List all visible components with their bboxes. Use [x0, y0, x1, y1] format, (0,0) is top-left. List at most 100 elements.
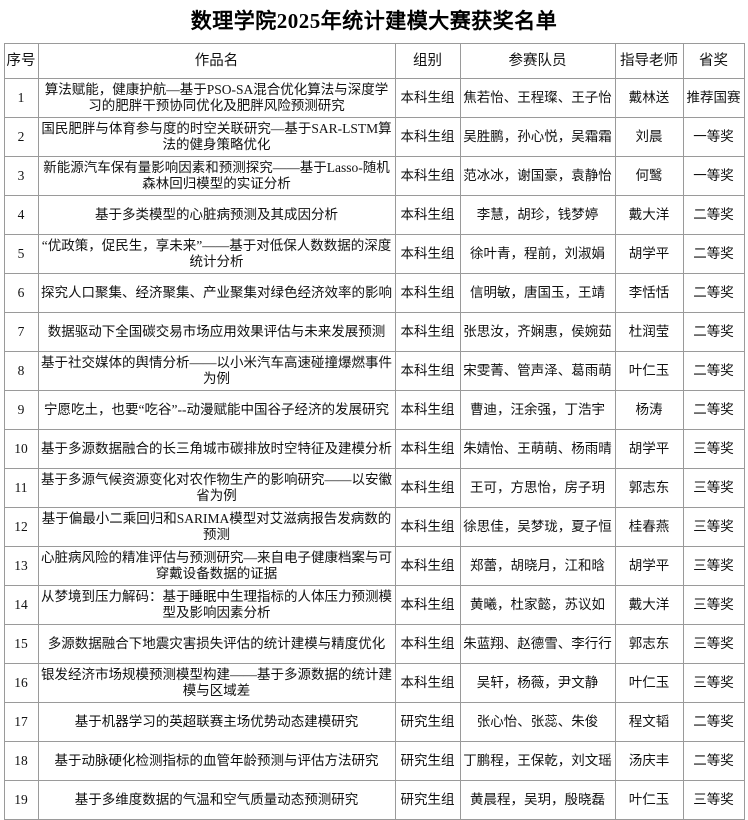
cell-group: 本科生组 [394, 546, 461, 586]
cell-group: 本科生组 [394, 351, 461, 391]
column-header-group: 组别 [394, 43, 461, 79]
cell-title: 宁愿吃土，也要“吃谷”--动漫赋能中国谷子经济的发展研究 [37, 390, 396, 430]
cell-prize: 二等奖 [682, 741, 745, 781]
column-header-teacher: 指导老师 [614, 43, 684, 79]
table-header: 序号 作品名 组别 参赛队员 指导老师 省奖 [3, 43, 745, 79]
table-row: 16 银发经济市场规模预测模型构建——基于多源数据的统计建模与区域差 本科生组 吴轩，… [3, 663, 745, 703]
cell-title: 基于多维度数据的气温和空气质量动态预测研究 [37, 780, 396, 820]
column-header-title: 作品名 [37, 43, 396, 79]
cell-index: 11 [3, 468, 39, 508]
table-row: 14 从梦境到压力解码：基于睡眠中生理指标的人体压力预测模型及影响因素分析 本科生组… [3, 585, 745, 625]
cell-index: 2 [3, 117, 39, 157]
cell-teacher: 戴大洋 [614, 585, 684, 625]
cell-prize: 三等奖 [682, 507, 745, 547]
cell-index: 12 [3, 507, 39, 547]
cell-prize: 三等奖 [682, 429, 745, 469]
cell-members: 徐思佳，吴梦珑，夏子恒 [459, 507, 616, 547]
column-header-prize: 省奖 [682, 43, 745, 79]
table-row: 1 算法赋能，健康护航—基于PSO-SA混合优化算法与深度学习的肥胖干预协同优化及… [3, 78, 745, 118]
table-row: 11 基于多源气候资源变化对农作物生产的影响研究——以安徽省为例 本科生组 王可，方思… [3, 468, 745, 508]
cell-members: 焦若怡、王程璨、王子怡 [459, 78, 616, 118]
cell-teacher: 胡学平 [614, 234, 684, 274]
cell-teacher: 胡学平 [614, 429, 684, 469]
cell-title: 心脏病风险的精准评估与预测研究—来自电子健康档案与可穿戴设备数据的证据 [37, 546, 396, 586]
cell-prize: 推荐国赛 [682, 78, 745, 118]
cell-prize: 一等奖 [682, 117, 745, 157]
cell-index: 1 [3, 78, 39, 118]
cell-members: 黄晨程，吴玥，殷晓磊 [459, 780, 616, 820]
cell-prize: 二等奖 [682, 195, 745, 235]
cell-group: 本科生组 [394, 585, 461, 625]
cell-members: 宋雯菁、管声泽、葛雨萌 [459, 351, 616, 391]
table-row: 6 探究人口聚集、经济聚集、产业聚集对绿色经济效率的影响 本科生组 信明敏，唐国玉，王… [3, 273, 745, 313]
cell-members: 朱婧怡、王萌萌、杨雨晴 [459, 429, 616, 469]
cell-group: 本科生组 [394, 468, 461, 508]
cell-teacher: 郭志东 [614, 624, 684, 664]
cell-teacher: 桂春燕 [614, 507, 684, 547]
cell-prize: 三等奖 [682, 624, 745, 664]
cell-prize: 三等奖 [682, 546, 745, 586]
cell-index: 16 [3, 663, 39, 703]
page-title: 数理学院2025年统计建模大赛获奖名单 [190, 9, 558, 33]
table-row: 18 基于动脉硬化检测指标的血管年龄预测与评估方法研究 研究生组 丁鹏程，王保乾，刘文… [3, 741, 745, 781]
cell-members: 李慧，胡珍，钱梦婷 [459, 195, 616, 235]
cell-members: 张心怡、张蕊、朱俊 [459, 702, 616, 742]
cell-group: 本科生组 [394, 624, 461, 664]
cell-title: 基于偏最小二乘回归和SARIMA模型对艾滋病报告发病数的预测 [37, 507, 396, 547]
table-row: 2 国民肥胖与体育参与度的时空关联研究—基于SAR-LSTM算法的健身策略优化 本科… [3, 117, 745, 157]
cell-teacher: 叶仁玉 [614, 351, 684, 391]
cell-teacher: 刘晨 [614, 117, 684, 157]
cell-teacher: 程文韬 [614, 702, 684, 742]
cell-group: 本科生组 [394, 78, 461, 118]
cell-group: 研究生组 [394, 702, 461, 742]
cell-prize: 三等奖 [682, 468, 745, 508]
cell-teacher: 戴大洋 [614, 195, 684, 235]
table-row: 5 “优政策，促民生，享未来”——基于对低保人数数据的深度统计分析 本科生组 徐叶青，… [3, 234, 745, 274]
cell-prize: 二等奖 [682, 351, 745, 391]
table-row: 15 多源数据融合下地震灾害损失评估的统计建模与精度优化 本科生组 朱蓝翔、赵德雪、李… [3, 624, 745, 664]
cell-prize: 三等奖 [682, 585, 745, 625]
table-row: 17 基于机器学习的英超联赛主场优势动态建模研究 研究生组 张心怡、张蕊、朱俊 程文韬二… [3, 702, 745, 742]
cell-title: 基于多源气候资源变化对农作物生产的影响研究——以安徽省为例 [37, 468, 396, 508]
cell-title: 多源数据融合下地震灾害损失评估的统计建模与精度优化 [37, 624, 396, 664]
cell-group: 本科生组 [394, 429, 461, 469]
cell-group: 本科生组 [394, 312, 461, 352]
table-header-row: 序号 作品名 组别 参赛队员 指导老师 省奖 [3, 43, 745, 79]
table-row: 8 基于社交媒体的舆情分析——以小米汽车高速碰撞爆燃事件为例 本科生组 宋雯菁、管声泽… [3, 351, 745, 391]
cell-members: 曹迪，汪余强，丁浩宇 [459, 390, 616, 430]
table-row: 7 数据驱动下全国碳交易市场应用效果评估与未来发展预测 本科生组 张思汝，齐娴惠，侯婉… [3, 312, 745, 352]
table-row: 9 宁愿吃土，也要“吃谷”--动漫赋能中国谷子经济的发展研究 本科生组 曹迪，汪余强，… [3, 390, 745, 430]
cell-members: 张思汝，齐娴惠，侯婉茹 [459, 312, 616, 352]
table-body: 1 算法赋能，健康护航—基于PSO-SA混合优化算法与深度学习的肥胖干预协同优化及… [3, 78, 745, 820]
cell-members: 郑蕾，胡晓月，江和晗 [459, 546, 616, 586]
cell-title: 新能源汽车保有量影响因素和预测探究——基于Lasso-随机森林回归模型的实证分析 [37, 156, 396, 196]
cell-title: 基于多类模型的心脏病预测及其成因分析 [37, 195, 396, 235]
column-header-index: 序号 [3, 43, 39, 79]
cell-title: 基于社交媒体的舆情分析——以小米汽车高速碰撞爆燃事件为例 [37, 351, 396, 391]
cell-prize: 一等奖 [682, 156, 745, 196]
cell-index: 8 [3, 351, 39, 391]
cell-index: 14 [3, 585, 39, 625]
cell-group: 本科生组 [394, 234, 461, 274]
cell-title: “优政策，促民生，享未来”——基于对低保人数数据的深度统计分析 [37, 234, 396, 274]
cell-members: 范冰冰，谢国豪，袁静怡 [459, 156, 616, 196]
award-list-table: 序号 作品名 组别 参赛队员 指导老师 省奖 1 算法赋能，健康护航—基于PSO-… [3, 43, 745, 820]
cell-title: 基于多源数据融合的长三角城市碳排放时空特征及建模分析 [37, 429, 396, 469]
cell-members: 丁鹏程，王保乾，刘文瑶 [459, 741, 616, 781]
cell-group: 本科生组 [394, 273, 461, 313]
cell-prize: 三等奖 [682, 663, 745, 703]
cell-teacher: 何鹥 [614, 156, 684, 196]
table-row: 3 新能源汽车保有量影响因素和预测探究——基于Lasso-随机森林回归模型的实证分… [3, 156, 745, 196]
cell-group: 本科生组 [394, 507, 461, 547]
table-row: 13 心脏病风险的精准评估与预测研究—来自电子健康档案与可穿戴设备数据的证据 本科生… [3, 546, 745, 586]
cell-title: 银发经济市场规模预测模型构建——基于多源数据的统计建模与区域差 [37, 663, 396, 703]
table-row: 12 基于偏最小二乘回归和SARIMA模型对艾滋病报告发病数的预测 本科生组 徐思佳，… [3, 507, 745, 547]
cell-members: 徐叶青，程前，刘淑娟 [459, 234, 616, 274]
cell-index: 3 [3, 156, 39, 196]
cell-members: 吴胜鹏，孙心悦，吴霜霜 [459, 117, 616, 157]
cell-prize: 二等奖 [682, 234, 745, 274]
cell-teacher: 郭志东 [614, 468, 684, 508]
cell-teacher: 叶仁玉 [614, 780, 684, 820]
cell-group: 本科生组 [394, 663, 461, 703]
column-header-members: 参赛队员 [459, 43, 616, 79]
